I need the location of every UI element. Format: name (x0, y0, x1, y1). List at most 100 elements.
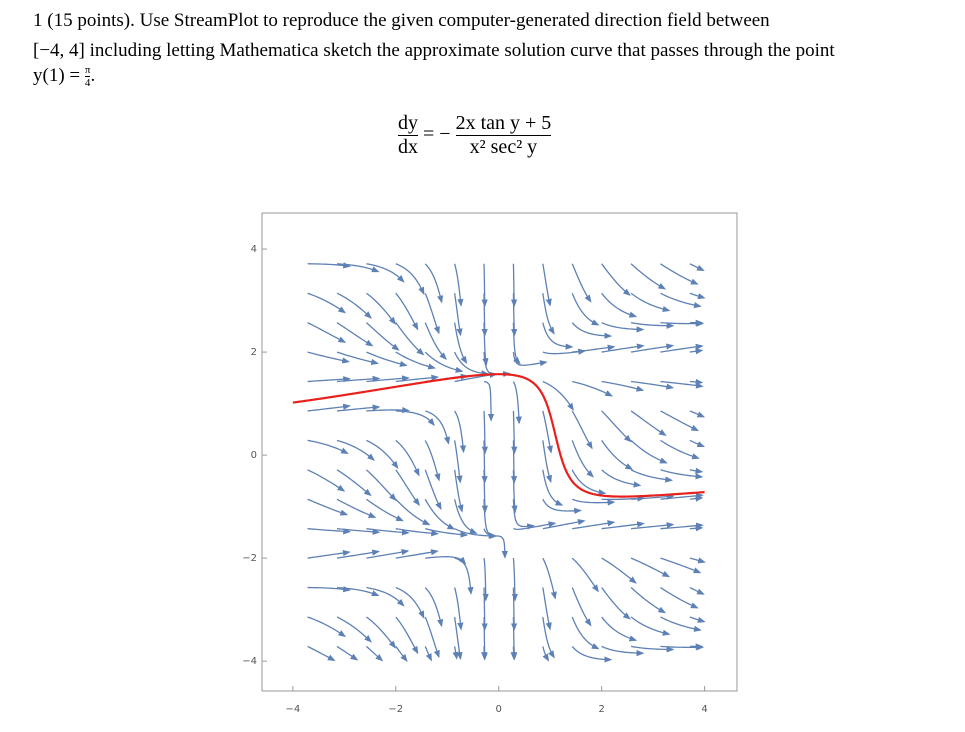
streamline (307, 351, 350, 364)
streamline (424, 469, 442, 511)
streamline (511, 558, 518, 602)
streamline (366, 528, 410, 536)
streamline (660, 522, 704, 530)
streamline (601, 616, 638, 642)
y-tick-label: 0 (251, 450, 257, 461)
streamline (453, 587, 464, 631)
streamline (366, 549, 410, 559)
streamline (307, 403, 351, 412)
streamline (660, 557, 702, 574)
streamline (453, 469, 464, 513)
streamline (510, 263, 518, 308)
streamline (511, 410, 518, 455)
rhs-den: x² sec² y (469, 136, 538, 158)
streamline (689, 616, 706, 623)
lhs-fraction: dy dx (398, 112, 418, 159)
streamline (542, 380, 574, 411)
eq-sign: = − (423, 123, 451, 146)
streamline (660, 439, 700, 460)
streamline (630, 292, 671, 313)
streamline (630, 410, 667, 436)
streamline (395, 549, 439, 559)
streamline (452, 646, 459, 660)
streamline (571, 322, 613, 339)
y-tick-label: 2 (251, 347, 257, 358)
streamline (395, 646, 408, 662)
streamline (481, 263, 488, 308)
streamline (336, 469, 372, 497)
streamline (307, 528, 352, 535)
streamline (336, 263, 380, 273)
streamline (425, 556, 467, 565)
streamline (453, 293, 463, 337)
streamline (307, 498, 349, 516)
streamline (453, 616, 463, 661)
streamline (601, 557, 637, 584)
streamline (395, 263, 425, 295)
streamline (571, 263, 592, 303)
streamline (660, 410, 700, 432)
streamline (572, 380, 614, 397)
y-tick-label: −2 (242, 553, 257, 564)
streamline (395, 586, 425, 619)
streamline (307, 469, 346, 492)
streamline (601, 263, 631, 296)
streamline (395, 410, 435, 427)
streamline (630, 587, 667, 614)
streamline (307, 292, 347, 314)
ic-lhs: y(1) = (33, 64, 81, 86)
streamline (630, 380, 675, 390)
streamline (336, 322, 374, 347)
streamline (689, 525, 704, 532)
streamline (453, 499, 478, 534)
ic-num: π (84, 64, 91, 77)
streamline (424, 292, 440, 335)
streamline (630, 439, 668, 464)
rhs-num: 2x tan y + 5 (455, 112, 552, 136)
streamline (454, 557, 474, 595)
streamline (365, 645, 384, 662)
x-tick-label: 0 (496, 704, 502, 715)
streamline (542, 469, 564, 506)
streamline (307, 262, 352, 269)
streamline (366, 498, 404, 522)
streamline (424, 322, 447, 361)
streamline (483, 528, 508, 559)
streamline (630, 263, 667, 290)
streamline (660, 616, 702, 632)
streamline (336, 292, 372, 319)
streamline (424, 440, 441, 482)
streamline (366, 351, 408, 367)
streamline (336, 616, 372, 643)
streamline (660, 469, 704, 480)
streamline (572, 520, 616, 530)
streamline (542, 646, 550, 662)
streamline (365, 469, 397, 502)
streamline (366, 292, 397, 325)
x-tick-label: −2 (388, 704, 403, 715)
streamline (660, 644, 705, 651)
streamline (366, 439, 399, 470)
streamline (395, 439, 420, 477)
streamline (336, 586, 380, 597)
streamline (660, 343, 704, 353)
streamline (660, 380, 704, 389)
streamline (395, 616, 419, 655)
streamline (366, 375, 410, 383)
streamline (425, 528, 469, 538)
streamline (601, 521, 645, 530)
streamline (395, 322, 425, 356)
streamline (424, 410, 450, 445)
streamline (571, 410, 593, 450)
streamline (424, 616, 440, 659)
streamline (660, 292, 702, 309)
streamline (395, 292, 419, 331)
streamline (542, 587, 552, 631)
ic-end: . (90, 64, 96, 86)
streamline (631, 493, 675, 500)
ic-den: 4 (84, 77, 91, 89)
streamline (630, 469, 674, 483)
